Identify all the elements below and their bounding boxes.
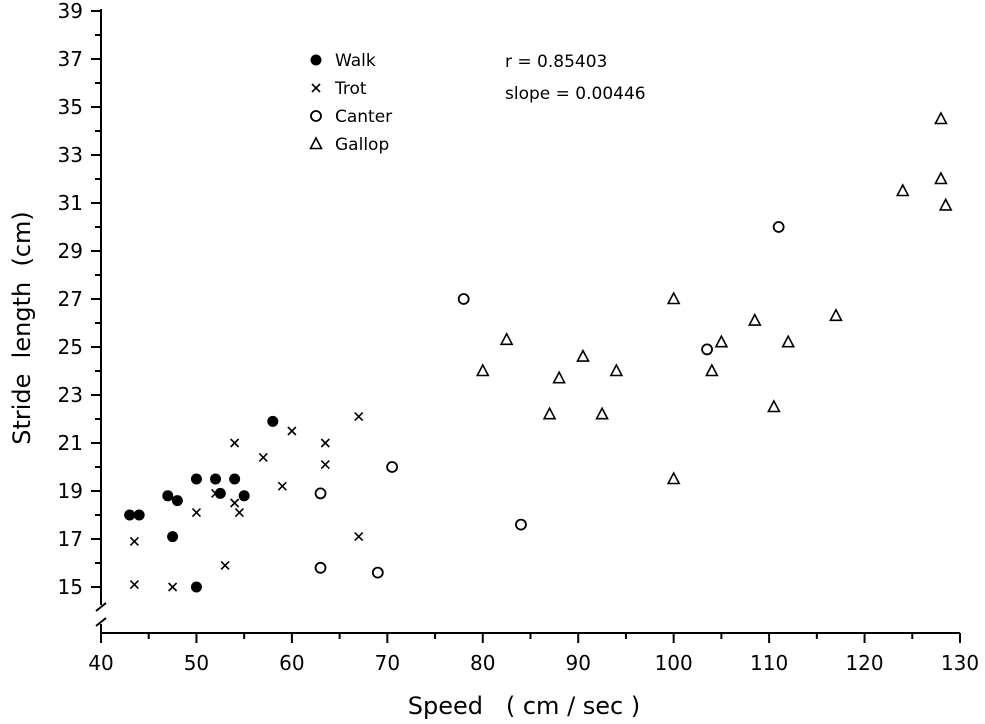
y-tick-label: 33 (58, 143, 83, 167)
y-tick-label: 35 (58, 95, 83, 119)
canter-point (701, 343, 713, 356)
legend-label-canter: Canter (335, 107, 392, 127)
x-tick-label: 40 (88, 651, 113, 675)
gallop-point (938, 197, 953, 211)
y-tick-label: 15 (58, 575, 83, 599)
legend: Walk Trot Canter Gallop (309, 51, 392, 155)
walk-point (133, 509, 145, 521)
gallop-point (609, 363, 624, 377)
gallop-point (542, 406, 557, 420)
trot-point (220, 560, 230, 570)
legend-marker-trot (311, 83, 321, 93)
gallop-point (934, 171, 948, 185)
y-axis-title: Stride length (cm) (8, 211, 36, 445)
walk-point (210, 473, 222, 485)
gallop-point (747, 312, 762, 326)
trot-point (191, 508, 202, 518)
walk-point (167, 531, 179, 543)
trot-point (258, 452, 268, 462)
data-points (124, 111, 953, 593)
walk-point (190, 473, 202, 485)
canter-point (314, 487, 327, 500)
walk-point (190, 581, 202, 593)
gallop-point (767, 399, 781, 413)
regression-slope: slope = 0.00446 (505, 84, 646, 104)
walk-point (171, 495, 183, 507)
trot-point (129, 536, 139, 546)
y-tick-label: 31 (58, 191, 83, 215)
trot-point (168, 582, 178, 592)
canter-point (772, 221, 785, 233)
legend-label-gallop: Gallop (335, 135, 389, 155)
walk-point (124, 509, 136, 521)
y-axis-ticks: 15 17 19 21 23 25 27 29 31 33 35 37 39 (58, 0, 101, 599)
y-tick-label: 39 (58, 0, 83, 23)
y-tick-label: 29 (58, 239, 83, 263)
axis-break-mark (95, 602, 107, 627)
x-tick-label: 130 (941, 651, 979, 675)
legend-marker-canter (310, 110, 322, 122)
gallop-point (934, 111, 948, 125)
x-tick-label: 70 (375, 651, 400, 675)
x-tick-label: 80 (470, 651, 495, 675)
trot-point (320, 438, 330, 448)
x-tick-label: 90 (565, 651, 590, 675)
trot-point (354, 532, 364, 542)
canter-point (457, 293, 470, 305)
y-tick-label: 17 (58, 527, 83, 551)
gallop-point (781, 334, 796, 348)
gallop-point (552, 370, 566, 384)
gallop-point (576, 348, 590, 362)
trot-point (210, 488, 221, 498)
gallop-point (475, 363, 490, 377)
x-axis-ticks: 40 50 60 70 80 90 100 110 120 130 (88, 633, 979, 675)
trot-point (129, 580, 139, 590)
trot-point (320, 460, 330, 470)
y-tick-label: 27 (58, 287, 83, 311)
trot-point (230, 438, 240, 448)
gallop-point (714, 334, 729, 348)
trot-point (230, 498, 240, 508)
legend-marker-walk (310, 54, 322, 66)
y-tick-label: 19 (58, 479, 83, 503)
legend-marker-gallop (309, 136, 323, 150)
legend-label-trot: Trot (334, 79, 367, 99)
gallop-point (595, 406, 609, 420)
gallop-point (829, 308, 843, 322)
trot-point (354, 412, 364, 422)
canter-point (386, 461, 399, 473)
canter-point (515, 518, 527, 531)
x-tick-label: 60 (279, 651, 304, 675)
y-tick-label: 21 (58, 431, 83, 455)
walk-point (162, 490, 174, 502)
walk-point (229, 473, 241, 485)
y-tick-label: 37 (58, 47, 83, 71)
x-axis-title: Speed ( cm / sec ) (408, 692, 641, 720)
gallop-point (705, 363, 719, 377)
y-tick-label: 23 (58, 383, 83, 407)
x-tick-label: 50 (184, 651, 209, 675)
x-tick-label: 100 (655, 651, 693, 675)
gallop-point (895, 183, 910, 197)
walk-point (267, 415, 279, 427)
gallop-point (666, 471, 681, 485)
canter-point (371, 566, 384, 579)
trot-point (287, 426, 297, 436)
walk-point (238, 490, 250, 502)
correlation-coefficient: r = 0.85403 (505, 52, 607, 72)
y-tick-label: 25 (58, 335, 83, 359)
trot-point (277, 481, 287, 491)
x-tick-label: 110 (750, 651, 788, 675)
gallop-point (499, 332, 514, 346)
x-tick-label: 120 (845, 651, 883, 675)
trot-point (234, 508, 244, 518)
gallop-point (666, 291, 681, 305)
legend-label-walk: Walk (335, 51, 376, 71)
canter-point (314, 561, 327, 574)
